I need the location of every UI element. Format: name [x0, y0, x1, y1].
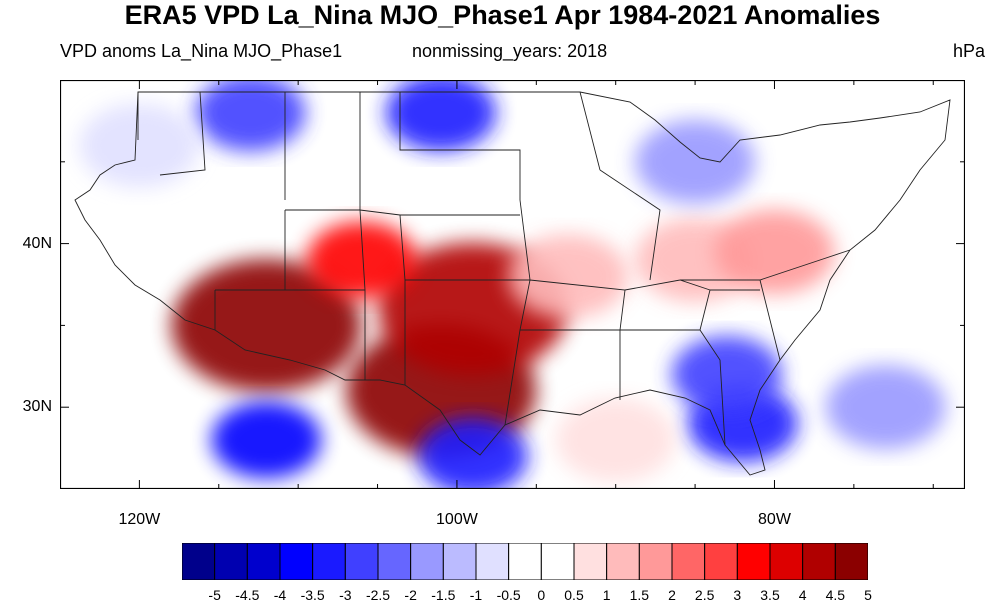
- colorbar-swatch: [671, 543, 706, 580]
- colorbar-label: 0.5: [564, 587, 584, 603]
- y-tick-label: 30N: [22, 398, 52, 416]
- colorbar-label: -2.5: [365, 587, 391, 603]
- colorbar-swatch: [377, 543, 412, 580]
- colorbar-swatch: [279, 543, 314, 580]
- y-tick-label: 40N: [22, 234, 52, 252]
- colorbar-swatch: [442, 543, 477, 580]
- anomaly-field: [79, 80, 946, 489]
- x-tick-label: 100W: [436, 511, 478, 528]
- colorbar-swatch: [540, 543, 575, 580]
- anomaly-mid-atlantic: [714, 209, 835, 294]
- x-tick-label: 80W: [758, 511, 791, 528]
- chart-title: ERA5 VPD La_Nina MJO_Phase1 Apr 1984-202…: [124, 0, 881, 30]
- colorbar-label: 4: [798, 587, 807, 603]
- colorbar-label: 2.5: [694, 587, 715, 603]
- anomaly-southwest: [171, 258, 362, 392]
- anomaly-map: [60, 80, 965, 489]
- colorbar-label: 3: [733, 587, 742, 603]
- colorbar-swatch: [246, 543, 281, 580]
- center-subtitle: nonmissing_years: 2018: [412, 41, 608, 61]
- colorbar-label: 1.5: [629, 587, 650, 603]
- anomaly-northern-plains: [386, 80, 497, 152]
- colorbar-label: 0: [537, 587, 546, 603]
- colorbar-label: 5: [864, 587, 872, 603]
- colorbar-label: -1: [469, 587, 483, 603]
- anomaly-northern-rockies: [195, 80, 306, 152]
- anomaly-gulf-of-mexico: [555, 397, 676, 482]
- left-subtitle: VPD anoms La_Nina MJO_Phase1: [60, 41, 343, 61]
- colorbar-swatch: [573, 543, 608, 580]
- colorbar-swatch: [508, 543, 542, 580]
- x-tick-label: 120W: [118, 511, 161, 528]
- colorbar-label: 2: [668, 587, 676, 603]
- colorbar-swatch: [344, 543, 379, 580]
- colorbar-label: 4.5: [825, 587, 846, 603]
- state-boundaries: [74, 91, 951, 476]
- colorbar-swatch: [312, 543, 346, 580]
- colorbar-label: -5: [208, 587, 221, 603]
- colorbar-label: -2: [404, 587, 417, 603]
- colorbar-label: -3: [339, 587, 352, 603]
- colorbar: [182, 543, 868, 580]
- colorbar-label: -0.5: [496, 587, 521, 603]
- colorbar-swatch: [606, 543, 640, 580]
- colorbar-label: -4.5: [235, 587, 260, 603]
- colorbar-swatch: [182, 543, 216, 580]
- colorbar-swatch: [638, 543, 673, 580]
- map-border: [60, 80, 965, 489]
- axis-ticks: [60, 80, 965, 489]
- colorbar-label: -4: [273, 587, 287, 603]
- colorbar-swatch: [475, 543, 510, 580]
- colorbar-swatch: [834, 543, 868, 580]
- colorbar-swatch: [736, 543, 771, 580]
- anomaly-great-lakes: [635, 119, 756, 204]
- colorbar-label: -1.5: [431, 587, 456, 603]
- colorbar-swatch: [214, 543, 248, 580]
- anomaly-georgia: [671, 335, 782, 413]
- anomaly-gulf-of-california: [211, 401, 322, 479]
- colorbar-swatch: [704, 543, 738, 580]
- colorbar-swatch: [802, 543, 836, 580]
- anomaly-central-rockies: [306, 221, 417, 299]
- anomaly-missouri: [508, 234, 629, 319]
- units-label: hPa: [953, 41, 986, 61]
- colorbar-swatch: [410, 543, 444, 580]
- anomaly-pacific-northwest: [79, 103, 200, 188]
- colorbar-swatch: [769, 543, 804, 580]
- colorbar-label: 1: [602, 587, 611, 603]
- colorbar-label: -3.5: [300, 587, 325, 603]
- anomaly-western-atlantic: [825, 365, 946, 450]
- colorbar-label: 3.5: [760, 587, 780, 603]
- anomaly-south-texas: [417, 417, 528, 489]
